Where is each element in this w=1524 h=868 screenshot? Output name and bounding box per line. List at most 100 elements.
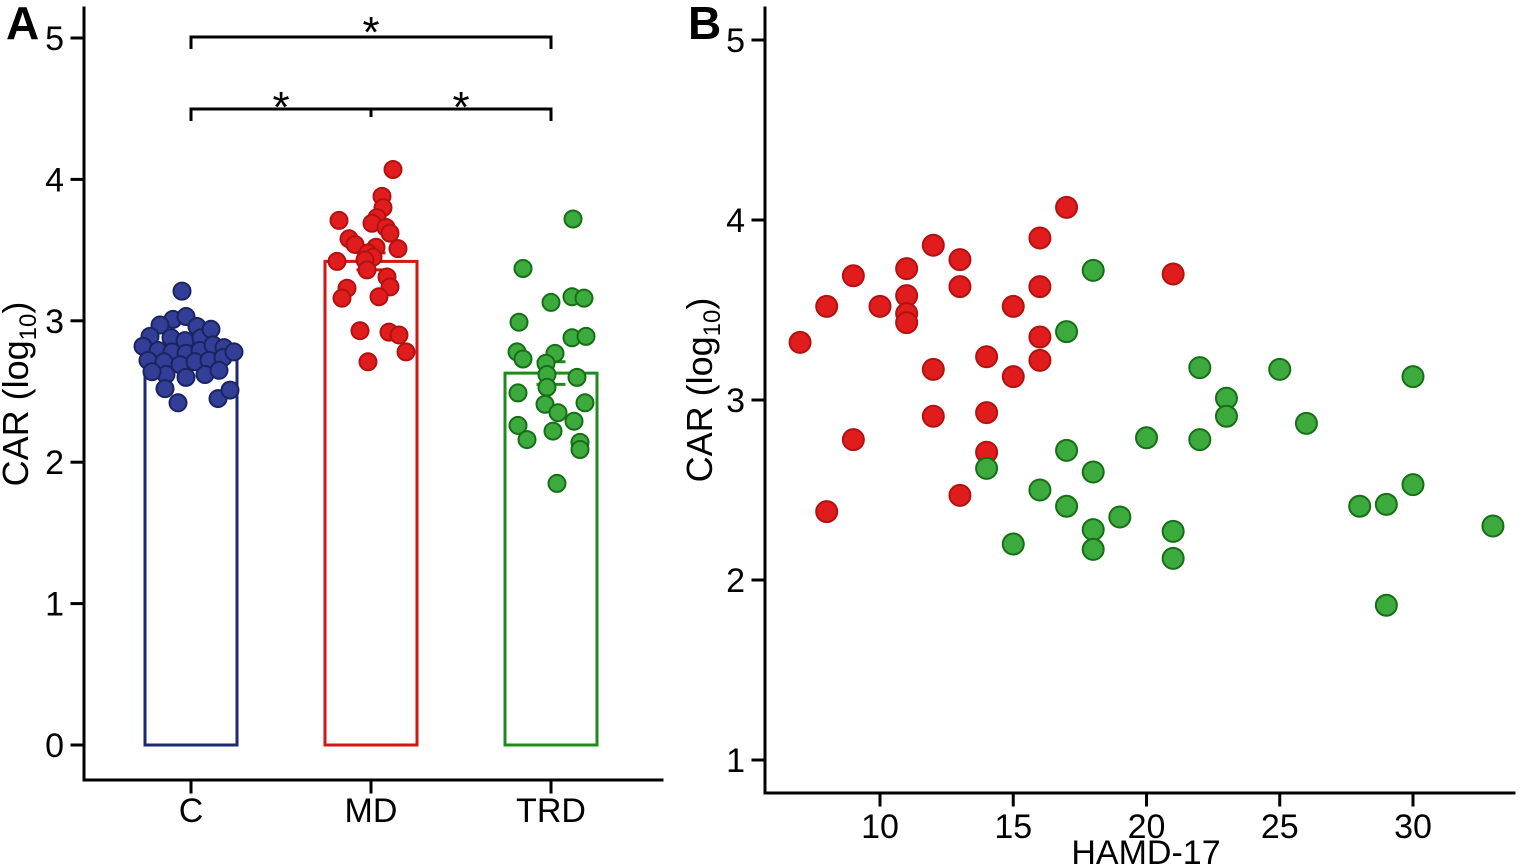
scatter-point-TRD [543, 421, 563, 441]
scatter-point-TRD [1055, 320, 1079, 344]
scatter-point-TRD [537, 377, 557, 397]
scatter-point-MD [841, 264, 865, 288]
scatter-point-MD [895, 311, 919, 335]
category-label-MD: MD [345, 792, 398, 830]
scatter-point-TRD [1081, 537, 1105, 561]
scatter-point-MD [396, 342, 416, 362]
scatter-point-MD [1055, 195, 1079, 219]
sig-bracket-C-TRD [189, 35, 553, 49]
scatter-point-TRD [517, 430, 537, 450]
scatter-point-C [209, 360, 229, 380]
x-tick-label-b: 25 [1261, 808, 1299, 846]
scatter-point-MD [921, 404, 945, 428]
y-tick-label-b: 5 [726, 22, 745, 60]
scatter-point-TRD [1188, 428, 1212, 452]
scatter-point-C [142, 362, 162, 382]
scatter-point-TRD [576, 326, 596, 346]
y-axis-label-b: CAR (log10) [679, 298, 726, 483]
scatter-point-TRD [1135, 426, 1158, 450]
y-tick-label-a: 3 [45, 303, 64, 341]
scatter-point-MD [357, 260, 377, 280]
y-tick-label-b: 2 [726, 562, 745, 600]
scatter-point-TRD [1348, 494, 1372, 518]
scatter-point-MD [948, 248, 972, 272]
scatter-point-MD [948, 483, 972, 507]
x-tick-label-b: 30 [1394, 808, 1432, 846]
scatter-point-TRD [1481, 514, 1505, 538]
y-tick-label-a: 2 [45, 444, 64, 482]
scatter-point-MD [327, 251, 347, 271]
scatter-point-TRD [508, 415, 528, 435]
sig-bracket-MD-TRD [369, 107, 553, 121]
y-tick-label-a: 1 [45, 586, 64, 624]
scatter-point-TRD [567, 367, 587, 387]
scatter-point-MD [350, 321, 370, 341]
scatter-point-TRD [1188, 356, 1212, 380]
scatter-point-MD [329, 210, 349, 230]
y-tick-label-b: 3 [726, 382, 745, 420]
x-tick-label-b: 15 [994, 808, 1032, 846]
y-tick-label-a: 4 [45, 161, 64, 199]
panel-a-letter: A [6, 0, 40, 49]
scatter-point-C [155, 379, 175, 399]
scatter-point-MD [948, 275, 972, 299]
scatter-point-MD [1028, 325, 1052, 349]
scatter-point-MD [788, 330, 812, 354]
scatter-point-MD [868, 294, 892, 318]
scatter-point-TRD [548, 403, 568, 423]
scatter-point-MD [1001, 365, 1025, 389]
bar-C [143, 351, 239, 747]
scatter-point-TRD [1055, 494, 1079, 518]
scatter-point-TRD [563, 209, 583, 229]
scatter-point-MD [921, 233, 945, 257]
scatter-point-TRD [1214, 404, 1238, 428]
scatter-point-TRD [1055, 438, 1079, 462]
scatter-point-C [220, 380, 240, 400]
scatter-point-TRD [1268, 357, 1292, 381]
scatter-point-MD [895, 257, 919, 281]
scatter-point-TRD [1374, 593, 1398, 617]
scatter-point-TRD [513, 258, 533, 278]
scatter-point-MD [815, 500, 839, 524]
scatter-point-TRD [574, 288, 594, 308]
scatter-point-MD [383, 160, 403, 180]
scatter-point-TRD [975, 456, 999, 480]
scatter-point-C [201, 319, 221, 339]
scatter-point-MD [1161, 262, 1185, 286]
category-label-TRD: TRD [516, 792, 586, 830]
scatter-point-MD [1001, 294, 1025, 318]
scatter-point-TRD [1081, 518, 1105, 542]
scatter-point-MD [369, 287, 389, 307]
scatter-point-MD [389, 325, 409, 345]
y-axis-label-a: CAR (log10) [0, 302, 42, 487]
y-tick-label-a: 5 [45, 20, 64, 58]
scatter-point-TRD [564, 411, 584, 431]
scatter-point-C [168, 393, 188, 413]
y-tick-label-b: 4 [726, 202, 745, 240]
scatter-point-TRD [570, 439, 590, 459]
scatter-point-TRD [1161, 519, 1185, 543]
category-label-C: C [179, 792, 204, 830]
scatter-point-TRD [1294, 411, 1318, 435]
scatter-point-MD [380, 223, 400, 243]
sig-star-MD-TRD: * [452, 83, 469, 132]
scatter-point-MD [358, 352, 378, 372]
scatter-point-C [176, 367, 196, 387]
x-tick-label-b: 20 [1128, 808, 1166, 846]
scatter-point-MD [921, 357, 945, 381]
y-tick-label-a: 0 [45, 727, 64, 765]
scatter-point-TRD [535, 394, 555, 414]
scatter-point-TRD [509, 312, 529, 332]
scatter-point-TRD [1374, 492, 1398, 516]
scatter-point-C [224, 342, 244, 362]
scatter-point-MD [841, 428, 865, 452]
scatter-point-TRD [575, 393, 595, 413]
y-tick-label-b: 1 [726, 742, 745, 780]
scatter-point-MD [1028, 348, 1052, 372]
scatter-point-TRD [1028, 478, 1052, 502]
scatter-point-MD [975, 401, 999, 425]
scatter-point-MD [975, 345, 999, 369]
scatter-point-TRD [513, 349, 533, 369]
x-axis-label-b: HAMD-17 [1071, 834, 1220, 868]
